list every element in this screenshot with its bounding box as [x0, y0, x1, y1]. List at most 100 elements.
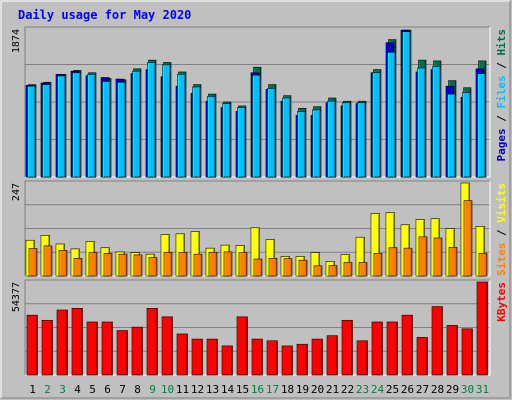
legend-files: Files: [495, 75, 508, 108]
x-tick-label: 15: [236, 383, 249, 396]
x-tick-label: 20: [311, 383, 324, 396]
x-tick-label: 9: [149, 383, 156, 396]
bar-kbytes: [341, 319, 353, 376]
bar-kbytes: [476, 281, 488, 376]
panel-middle: 247 Sites / Visits: [11, 180, 508, 277]
bar-sites: [118, 253, 128, 277]
bar-files: [132, 70, 141, 178]
bar-kbytes: [416, 337, 428, 376]
bar-kbytes: [146, 307, 158, 376]
bar-kbytes: [236, 316, 248, 376]
x-tick-label: 5: [89, 383, 96, 396]
bar-files: [432, 66, 441, 178]
bar-kbytes: [296, 343, 308, 376]
x-tick-label: 8: [134, 383, 141, 396]
bar-files: [267, 88, 276, 178]
bar-files: [402, 31, 411, 178]
x-tick-label: 2: [44, 383, 51, 396]
bar-kbytes: [161, 316, 173, 376]
bar-kbytes: [56, 309, 68, 376]
bar-sites: [358, 262, 368, 277]
x-tick-label: 16: [251, 383, 264, 396]
x-tick-label: 21: [326, 383, 339, 396]
bar-kbytes: [191, 338, 203, 376]
legend-visits: Visits: [495, 183, 508, 223]
bar-sites: [223, 251, 233, 277]
x-tick-label: 29: [446, 383, 459, 396]
panel-top: 1874 Pages / Files / Hits: [11, 26, 508, 178]
panel-bottom: 54377 KBytes: [11, 279, 508, 376]
bar-files: [237, 107, 246, 178]
bar-files: [177, 74, 186, 178]
bar-files: [387, 51, 396, 178]
bar-kbytes: [431, 306, 443, 376]
bar-files: [477, 73, 486, 178]
bar-files: [357, 102, 366, 178]
bar-files: [462, 92, 471, 178]
bar-files: [222, 103, 231, 178]
bar-kbytes: [356, 340, 368, 376]
bar-sites: [463, 200, 473, 277]
bar-sites: [43, 245, 53, 277]
bar-files: [207, 96, 216, 178]
bar-files: [282, 97, 291, 178]
bar-sites: [253, 258, 263, 277]
traffic-bars: [25, 29, 487, 178]
visitors-ymax-label: 247: [11, 183, 22, 201]
x-tick-label: 27: [416, 383, 429, 396]
bar-sites: [283, 258, 293, 277]
x-tick-label: 24: [371, 383, 385, 396]
x-tick-label: 30: [461, 383, 474, 396]
bar-files: [327, 100, 336, 178]
bar-files: [162, 64, 171, 178]
bar-files: [417, 67, 426, 178]
bar-files: [27, 85, 36, 178]
bar-kbytes: [371, 321, 383, 376]
bar-files: [102, 81, 111, 178]
bar-kbytes: [101, 321, 113, 376]
bar-sites: [448, 247, 458, 277]
x-tick-label: 4: [74, 383, 81, 396]
bar-kbytes: [446, 325, 458, 376]
bar-kbytes: [86, 321, 98, 376]
bar-files: [447, 93, 456, 178]
x-tick-label: 17: [266, 383, 279, 396]
bar-sites: [298, 259, 308, 277]
x-axis-labels: 1 2 3 4 5 6 7 8 9 10 11 12 13 14 15 16 17 18 19 20 21 22 23 24 2…: [29, 383, 489, 396]
x-tick-label: 7: [119, 383, 126, 396]
bar-kbytes: [266, 340, 278, 376]
x-tick-label: 18: [281, 383, 294, 396]
bar-kbytes: [131, 326, 143, 376]
bar-kbytes: [41, 319, 53, 376]
kbytes-legend: KBytes: [495, 282, 508, 322]
bar-kbytes: [281, 345, 293, 376]
x-tick-label: 12: [191, 383, 204, 396]
bar-kbytes: [386, 321, 398, 376]
traffic-frame-dark: [24, 26, 490, 177]
bar-sites: [238, 252, 248, 277]
visitors-legend: Sites / Visits: [495, 183, 508, 276]
bar-kbytes: [221, 345, 233, 376]
legend-pages: Pages: [495, 128, 508, 161]
bar-sites: [373, 253, 383, 277]
bar-kbytes: [176, 333, 188, 376]
x-tick-label: 11: [176, 383, 189, 396]
legend-kbytes: KBytes: [495, 282, 508, 322]
x-tick-label: 1: [29, 383, 36, 396]
bar-sites: [403, 247, 413, 277]
bar-files: [312, 109, 321, 178]
visitors-bars: [25, 182, 488, 277]
bar-sites: [133, 254, 143, 277]
legend-sites: Sites: [495, 243, 508, 276]
bar-files: [147, 62, 156, 178]
bar-sites: [313, 265, 323, 277]
bar-files: [72, 72, 81, 178]
traffic-ymax-label: 1874: [11, 29, 22, 53]
bar-sites: [103, 253, 113, 277]
bar-files: [342, 102, 351, 178]
bar-files: [87, 74, 96, 178]
bar-sites: [163, 251, 173, 277]
x-tick-label: 25: [386, 383, 399, 396]
